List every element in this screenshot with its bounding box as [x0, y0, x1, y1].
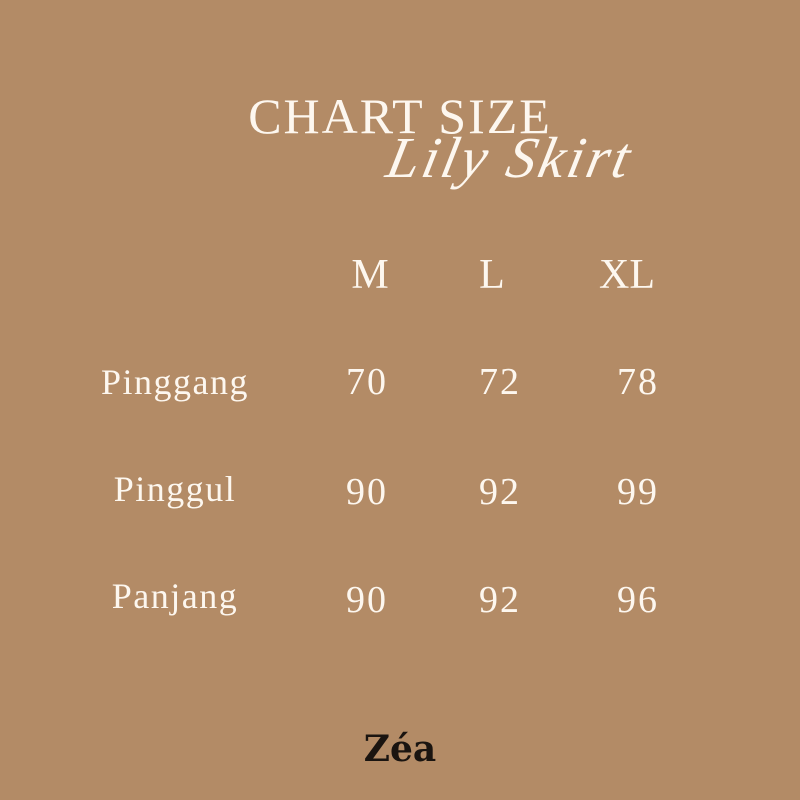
product-name: Lily Skirt	[381, 125, 640, 190]
table-cell: 90	[346, 579, 388, 621]
table-cell: 70	[346, 361, 388, 403]
row-label-pinggul: Pinggul	[113, 469, 237, 509]
row-label-pinggang: Pinggang	[100, 362, 249, 402]
table-cell: 92	[479, 579, 521, 621]
brand-logo: Zéa	[363, 728, 437, 770]
row-label-panjang: Panjang	[111, 576, 239, 616]
table-cell: 78	[617, 361, 659, 403]
table-cell: 90	[346, 471, 388, 513]
table-cell: 72	[479, 361, 521, 403]
page-title: CHART SIZE	[248, 88, 552, 144]
table-cell: 92	[479, 471, 521, 513]
column-header-xl: XL	[599, 252, 655, 298]
table-cell: 96	[617, 579, 659, 621]
table-cell: 99	[617, 471, 659, 513]
column-header-l: L	[479, 252, 505, 298]
column-header-m: M	[351, 252, 389, 298]
